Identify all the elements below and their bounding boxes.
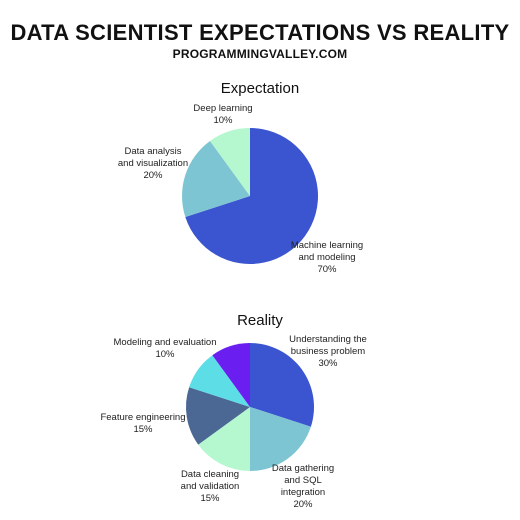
- slice-label-line: Data analysis: [124, 146, 182, 157]
- slice-value: 15%: [200, 493, 220, 504]
- slice-label-line: Deep learning: [193, 103, 253, 114]
- reality-chart-title: Reality: [237, 312, 283, 329]
- slice-label-understanding-the-business-problem: Understanding the business problem 30%: [258, 334, 398, 370]
- pie-slice-data-analysis-and-visualization: [182, 140, 250, 218]
- slice-label-line: Feature engineering: [100, 412, 186, 423]
- slice-value: 70%: [317, 264, 337, 275]
- slice-label-line: and modeling: [298, 252, 356, 263]
- slice-label-modeling-and-evaluation: Modeling and evaluation 10%: [95, 337, 235, 361]
- pie-slice-deployment: [212, 343, 250, 407]
- pie-slice-understanding-the-business-problem: [250, 342, 315, 427]
- expectation-chart-title: Expectation: [220, 80, 300, 97]
- slice-value: 20%: [293, 499, 313, 510]
- pie-slice-modeling-and-evaluation: [189, 355, 250, 407]
- slice-label-data-analysis-and-visualization: Data analysis and visualization 20%: [83, 146, 223, 182]
- slice-label-machine-learning-and-modeling: Machine learning and modeling 70%: [257, 240, 397, 276]
- slice-value: 30%: [318, 358, 338, 369]
- slice-label-deep-learning: Deep learning 10%: [153, 103, 293, 127]
- slice-value: 10%: [155, 349, 175, 360]
- slice-label-line: and validation: [180, 481, 240, 492]
- slice-value: 15%: [133, 424, 153, 435]
- slice-label-line: Data gathering: [271, 463, 335, 474]
- page-title: DATA SCIENTIST EXPECTATIONS VS REALITY: [10, 20, 510, 45]
- pie-slice-data-gathering-and-sql-integration: [250, 407, 311, 471]
- slice-label-line: and SQL: [284, 475, 322, 486]
- page-subtitle: PROGRAMMINGVALLEY.COM: [172, 47, 348, 61]
- slice-value: 20%: [143, 170, 163, 181]
- pie-slice-deep-learning: [210, 128, 250, 196]
- pie-slice-machine-learning-and-modeling: [185, 128, 319, 264]
- slice-label-line: Modeling and evaluation: [113, 337, 217, 348]
- slice-label-feature-engineering: Feature engineering 15%: [73, 412, 213, 436]
- slice-label-data-cleaning-and-validation: Data cleaning and validation 15%: [140, 469, 280, 505]
- slice-label-data-gathering-and-sql-integration: Data gathering and SQL integration 20%: [233, 463, 373, 511]
- slice-label-line: business problem: [290, 346, 366, 357]
- pie-slice-feature-engineering: [185, 387, 250, 445]
- slice-label-line: Data cleaning: [180, 469, 240, 480]
- slice-label-line: integration: [280, 487, 326, 498]
- pie-slice-data-cleaning-and-validation: [198, 407, 250, 471]
- slice-label-line: Understanding the: [289, 334, 367, 345]
- slice-label-line: Machine learning: [290, 240, 364, 251]
- slice-value: 10%: [213, 115, 233, 126]
- slice-label-line: and visualization: [117, 158, 189, 169]
